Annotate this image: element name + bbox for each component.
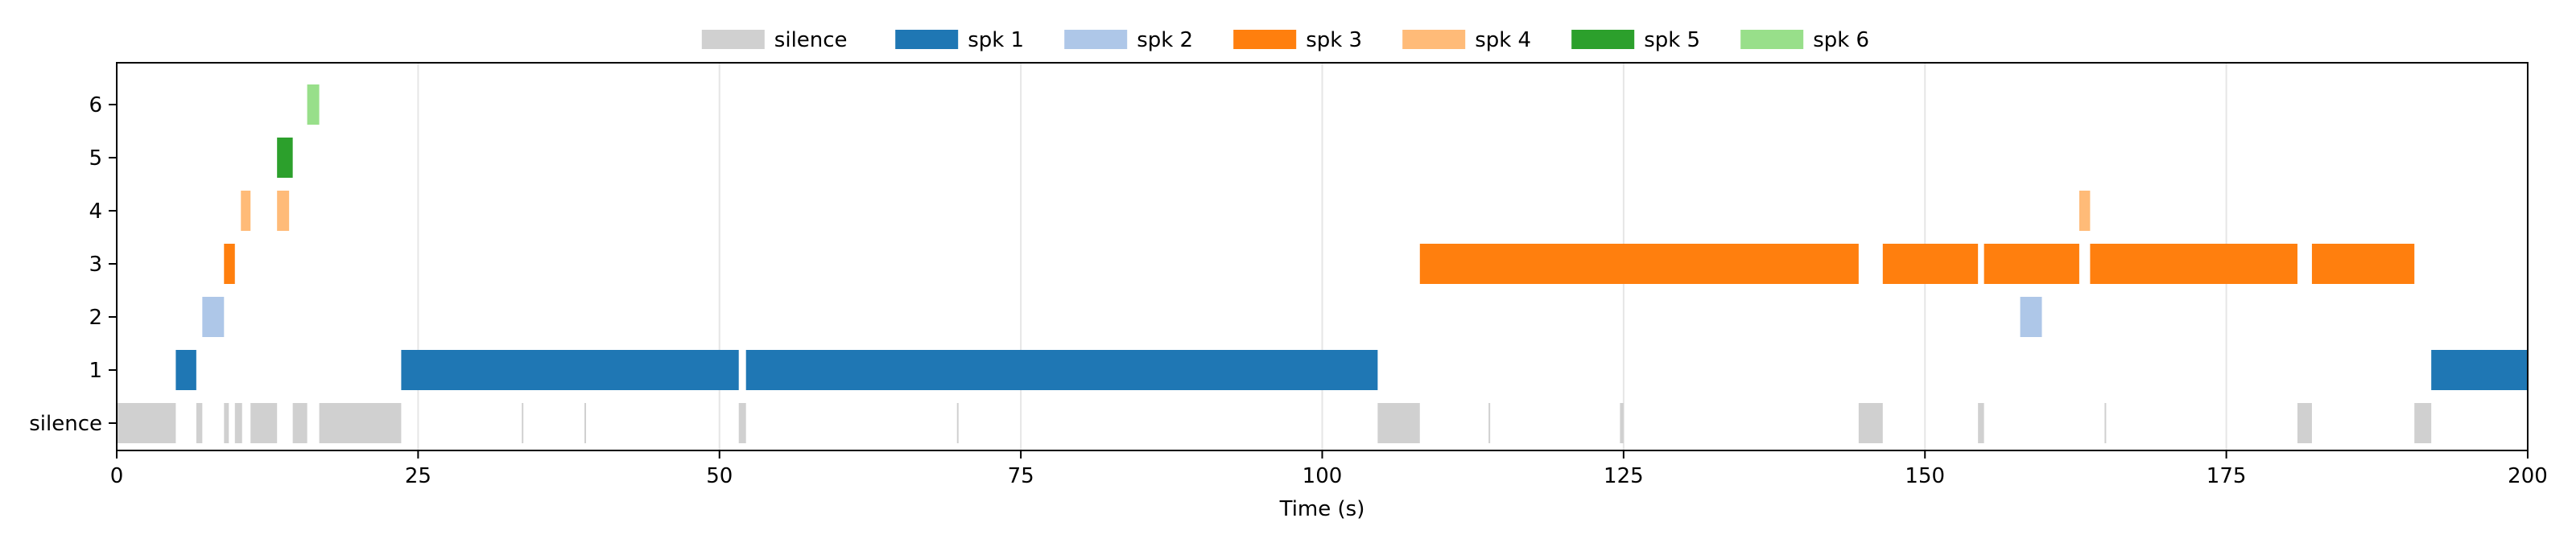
legend: silence spk 1 spk 2 spk 3 spk 4 spk 5 spk 6 — [701, 28, 1869, 52]
y-tick-label: silence — [29, 412, 102, 436]
segment-silence — [2104, 403, 2107, 443]
y-axis-ticks: silence 1 2 3 4 5 6 — [29, 93, 117, 436]
legend-label: silence — [774, 28, 848, 52]
segment-silence — [1488, 403, 1491, 443]
legend-item-spk-4: spk 4 — [1402, 28, 1531, 52]
x-tick-label: 175 — [2207, 464, 2247, 488]
legend-label: spk 6 — [1813, 28, 1869, 52]
legend-swatch — [1402, 30, 1466, 49]
segment-spk-4 — [277, 191, 290, 231]
y-tick-label: 1 — [89, 359, 102, 383]
segment-spk-3 — [2311, 244, 2415, 284]
legend-item-spk-6: spk 6 — [1740, 28, 1869, 52]
legend-label: spk 1 — [968, 28, 1024, 52]
y-tick-label: 5 — [89, 146, 102, 171]
legend-label: spk 3 — [1306, 28, 1362, 52]
segment-silence — [250, 403, 278, 443]
legend-swatch — [1571, 30, 1635, 49]
segment-silence — [292, 403, 308, 443]
segment-spk-1 — [2431, 350, 2528, 390]
segment-silence — [522, 403, 524, 443]
y-tick-label: 6 — [89, 93, 102, 117]
y-tick-label: 2 — [89, 306, 102, 330]
legend-swatch — [1233, 30, 1297, 49]
segment-silence — [956, 403, 959, 443]
segment-spk-3 — [1882, 244, 1979, 284]
legend-item-spk-5: spk 5 — [1571, 28, 1700, 52]
segment-spk-3 — [1984, 244, 2079, 284]
x-tick-label: 125 — [1604, 464, 1644, 488]
segment-spk-3 — [224, 244, 235, 284]
segment-spk-1 — [175, 350, 196, 390]
x-axis-ticks: 0 25 50 75 100 125 150 175 200 — [110, 450, 2548, 488]
y-tick-label: 4 — [89, 199, 102, 224]
x-tick-label: 75 — [1008, 464, 1034, 488]
segment-silence — [319, 403, 402, 443]
segment-spk-4 — [241, 191, 251, 231]
legend-swatch — [1740, 30, 1804, 49]
segment-spk-3 — [1419, 244, 1859, 284]
segment-spk-5 — [277, 138, 293, 178]
legend-swatch — [895, 30, 959, 49]
legend-item-spk-1: spk 1 — [895, 28, 1024, 52]
legend-label: spk 2 — [1137, 28, 1193, 52]
legend-swatch — [701, 30, 765, 49]
x-tick-label: 25 — [405, 464, 431, 488]
segment-silence — [2414, 403, 2432, 443]
segment-silence — [117, 403, 176, 443]
segment-silence — [1858, 403, 1883, 443]
segment-spk-6 — [307, 84, 320, 125]
segment-silence — [1377, 403, 1420, 443]
legend-swatch — [1064, 30, 1128, 49]
segment-spk-1 — [401, 350, 739, 390]
legend-label: spk 4 — [1475, 28, 1531, 52]
segment-silence — [584, 403, 587, 443]
segment-spk-4 — [2079, 191, 2091, 231]
segment-silence — [738, 403, 746, 443]
x-tick-label: 200 — [2508, 464, 2548, 488]
segment-silence — [1978, 403, 1984, 443]
x-tick-label: 50 — [706, 464, 733, 488]
segment-spk-3 — [2090, 244, 2297, 284]
legend-item-spk-3: spk 3 — [1233, 28, 1362, 52]
segment-silence — [1620, 403, 1624, 443]
segment-silence — [224, 403, 229, 443]
plot-segments — [117, 84, 2528, 443]
segment-silence — [2297, 403, 2312, 443]
x-tick-label: 0 — [110, 464, 124, 488]
segment-spk-2 — [202, 297, 225, 337]
x-axis-title: Time (s) — [1279, 497, 1365, 521]
x-tick-label: 100 — [1302, 464, 1343, 488]
segment-spk-2 — [2020, 297, 2042, 337]
legend-label: spk 5 — [1644, 28, 1700, 52]
y-tick-label: 3 — [89, 253, 102, 277]
segment-silence — [196, 403, 203, 443]
segment-silence — [234, 403, 242, 443]
legend-item-silence: silence — [701, 28, 848, 52]
x-tick-label: 150 — [1905, 464, 1945, 488]
segment-spk-1 — [745, 350, 1378, 390]
legend-item-spk-2: spk 2 — [1064, 28, 1193, 52]
